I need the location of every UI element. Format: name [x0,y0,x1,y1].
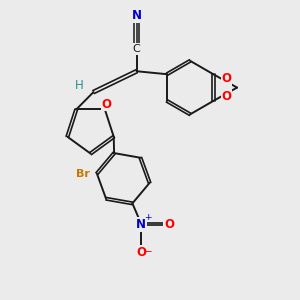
Text: O: O [101,98,111,111]
Text: O: O [221,90,231,103]
Text: −: − [143,247,152,257]
Text: N: N [136,218,146,231]
Text: O: O [221,72,231,85]
Text: +: + [144,213,152,222]
Text: H: H [75,79,84,92]
Text: O: O [164,218,174,231]
Text: O: O [136,246,146,259]
Text: N: N [132,9,142,22]
Text: C: C [133,44,140,54]
Text: Br: Br [76,169,90,178]
